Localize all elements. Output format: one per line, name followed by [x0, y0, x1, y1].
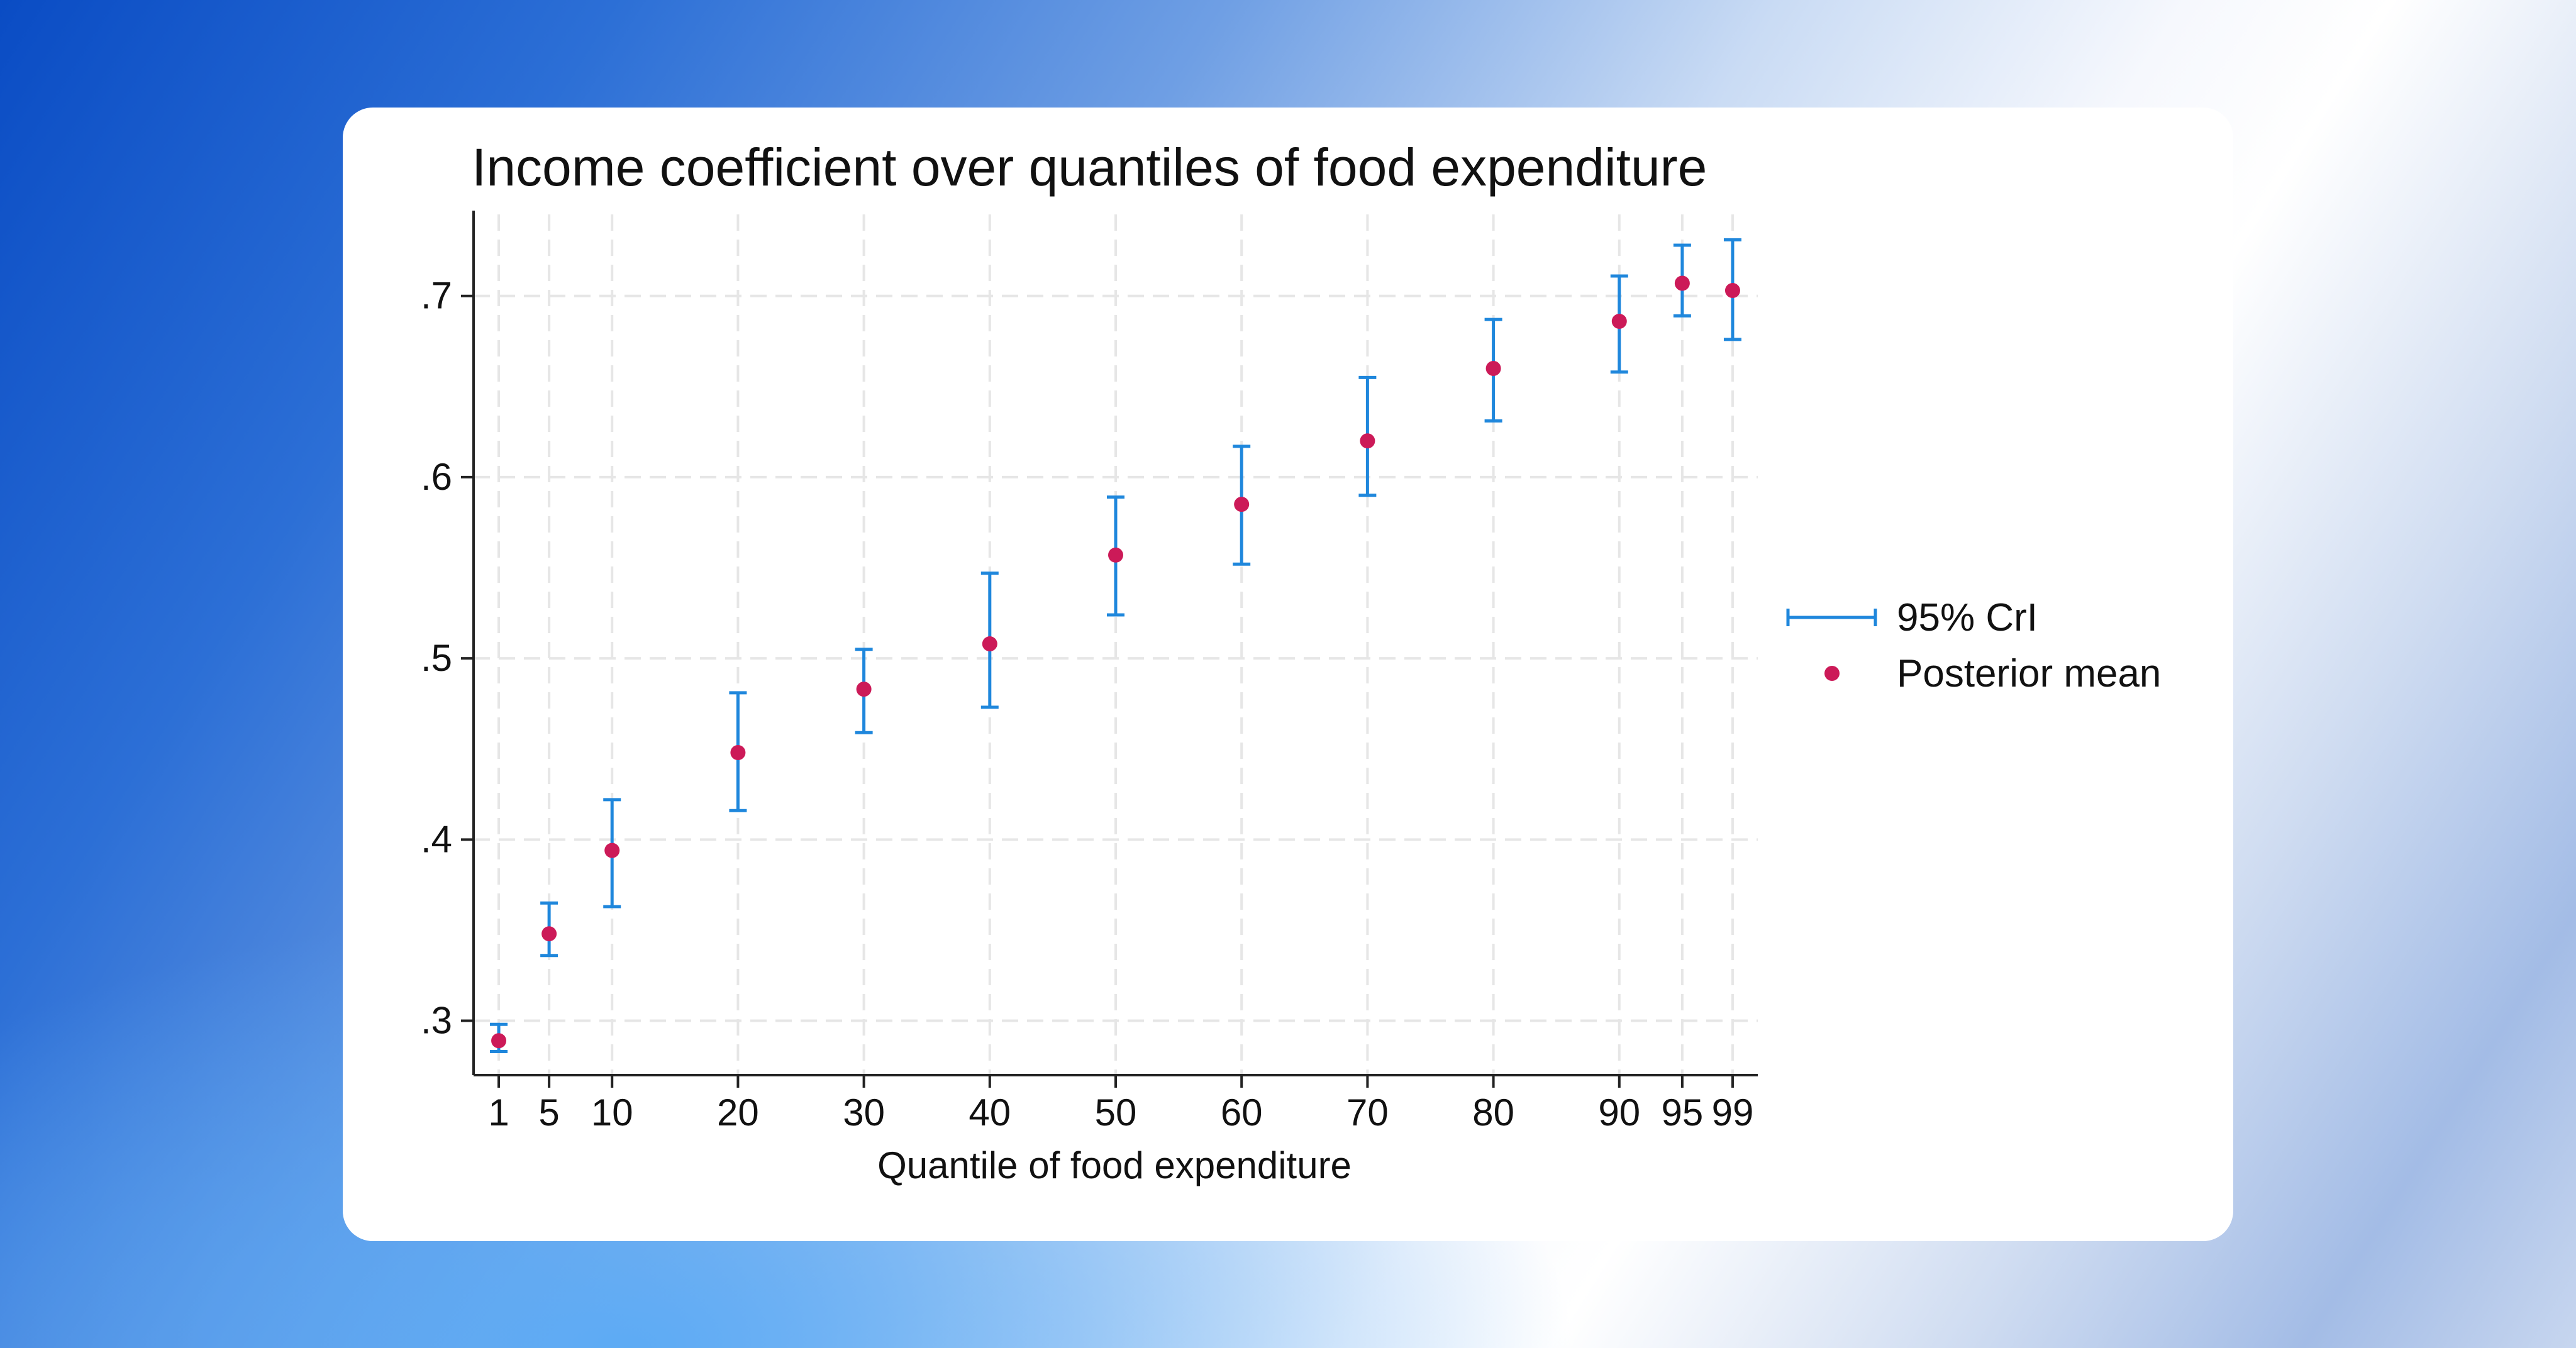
chart-svg: Income coefficient over quantiles of foo… [421, 138, 2161, 1186]
x-tick-label-6: 50 [1095, 1091, 1137, 1134]
x-tick-label-8: 70 [1346, 1091, 1389, 1134]
y-tick-label-0: .3 [421, 1000, 452, 1042]
x-tick-label-4: 30 [843, 1091, 885, 1134]
mean-point-1 [491, 1033, 507, 1049]
y-tick-label-4: .7 [421, 275, 452, 317]
mean-point-40 [982, 636, 997, 652]
legend: 95% CrI Posterior mean [1786, 596, 2161, 695]
y-tick-label-1: .4 [421, 818, 452, 860]
mean-point-10 [604, 842, 620, 858]
tick-labels: .3 .4 .5 .6 .7 1 5 10 20 30 40 50 60 70 80 90 95 99 [421, 275, 1753, 1134]
x-tick-label-2: 10 [591, 1091, 633, 1134]
x-tick-label-10: 90 [1598, 1091, 1640, 1134]
mean-point-20 [730, 744, 746, 760]
legend-label-mean: Posterior mean [1897, 652, 2161, 695]
x-tick-label-1: 5 [538, 1091, 559, 1134]
chart-card: Income coefficient over quantiles of foo… [343, 108, 2233, 1241]
x-tick-label-11: 95 [1662, 1091, 1704, 1134]
mean-point-95 [1674, 275, 1690, 291]
x-axis-title: Quantile of food expenditure [877, 1144, 1352, 1186]
x-tick-label-3: 20 [717, 1091, 759, 1134]
mean-point-5 [541, 926, 557, 942]
axes [461, 211, 1758, 1088]
mean-point-60 [1234, 497, 1250, 512]
x-tick-label-7: 60 [1221, 1091, 1263, 1134]
x-tick-label-5: 40 [969, 1091, 1011, 1134]
x-tick-label-9: 80 [1472, 1091, 1514, 1134]
mean-point-99 [1724, 283, 1740, 299]
x-tick-label-0: 1 [488, 1091, 509, 1134]
mean-point-50 [1108, 547, 1123, 563]
y-tick-label-2: .5 [421, 637, 452, 679]
grid [474, 214, 1758, 1075]
mean-point-80 [1485, 360, 1501, 376]
mean-point-70 [1360, 433, 1375, 449]
chart-title: Income coefficient over quantiles of foo… [472, 138, 1707, 197]
y-tick-label-3: .6 [421, 456, 452, 498]
mean-point-30 [856, 682, 872, 697]
x-tick-label-12: 99 [1712, 1091, 1754, 1134]
legend-label-crI: 95% CrI [1897, 596, 2038, 639]
points [491, 275, 1740, 1049]
legend-mean-marker [1824, 666, 1840, 681]
mean-point-90 [1611, 314, 1627, 329]
